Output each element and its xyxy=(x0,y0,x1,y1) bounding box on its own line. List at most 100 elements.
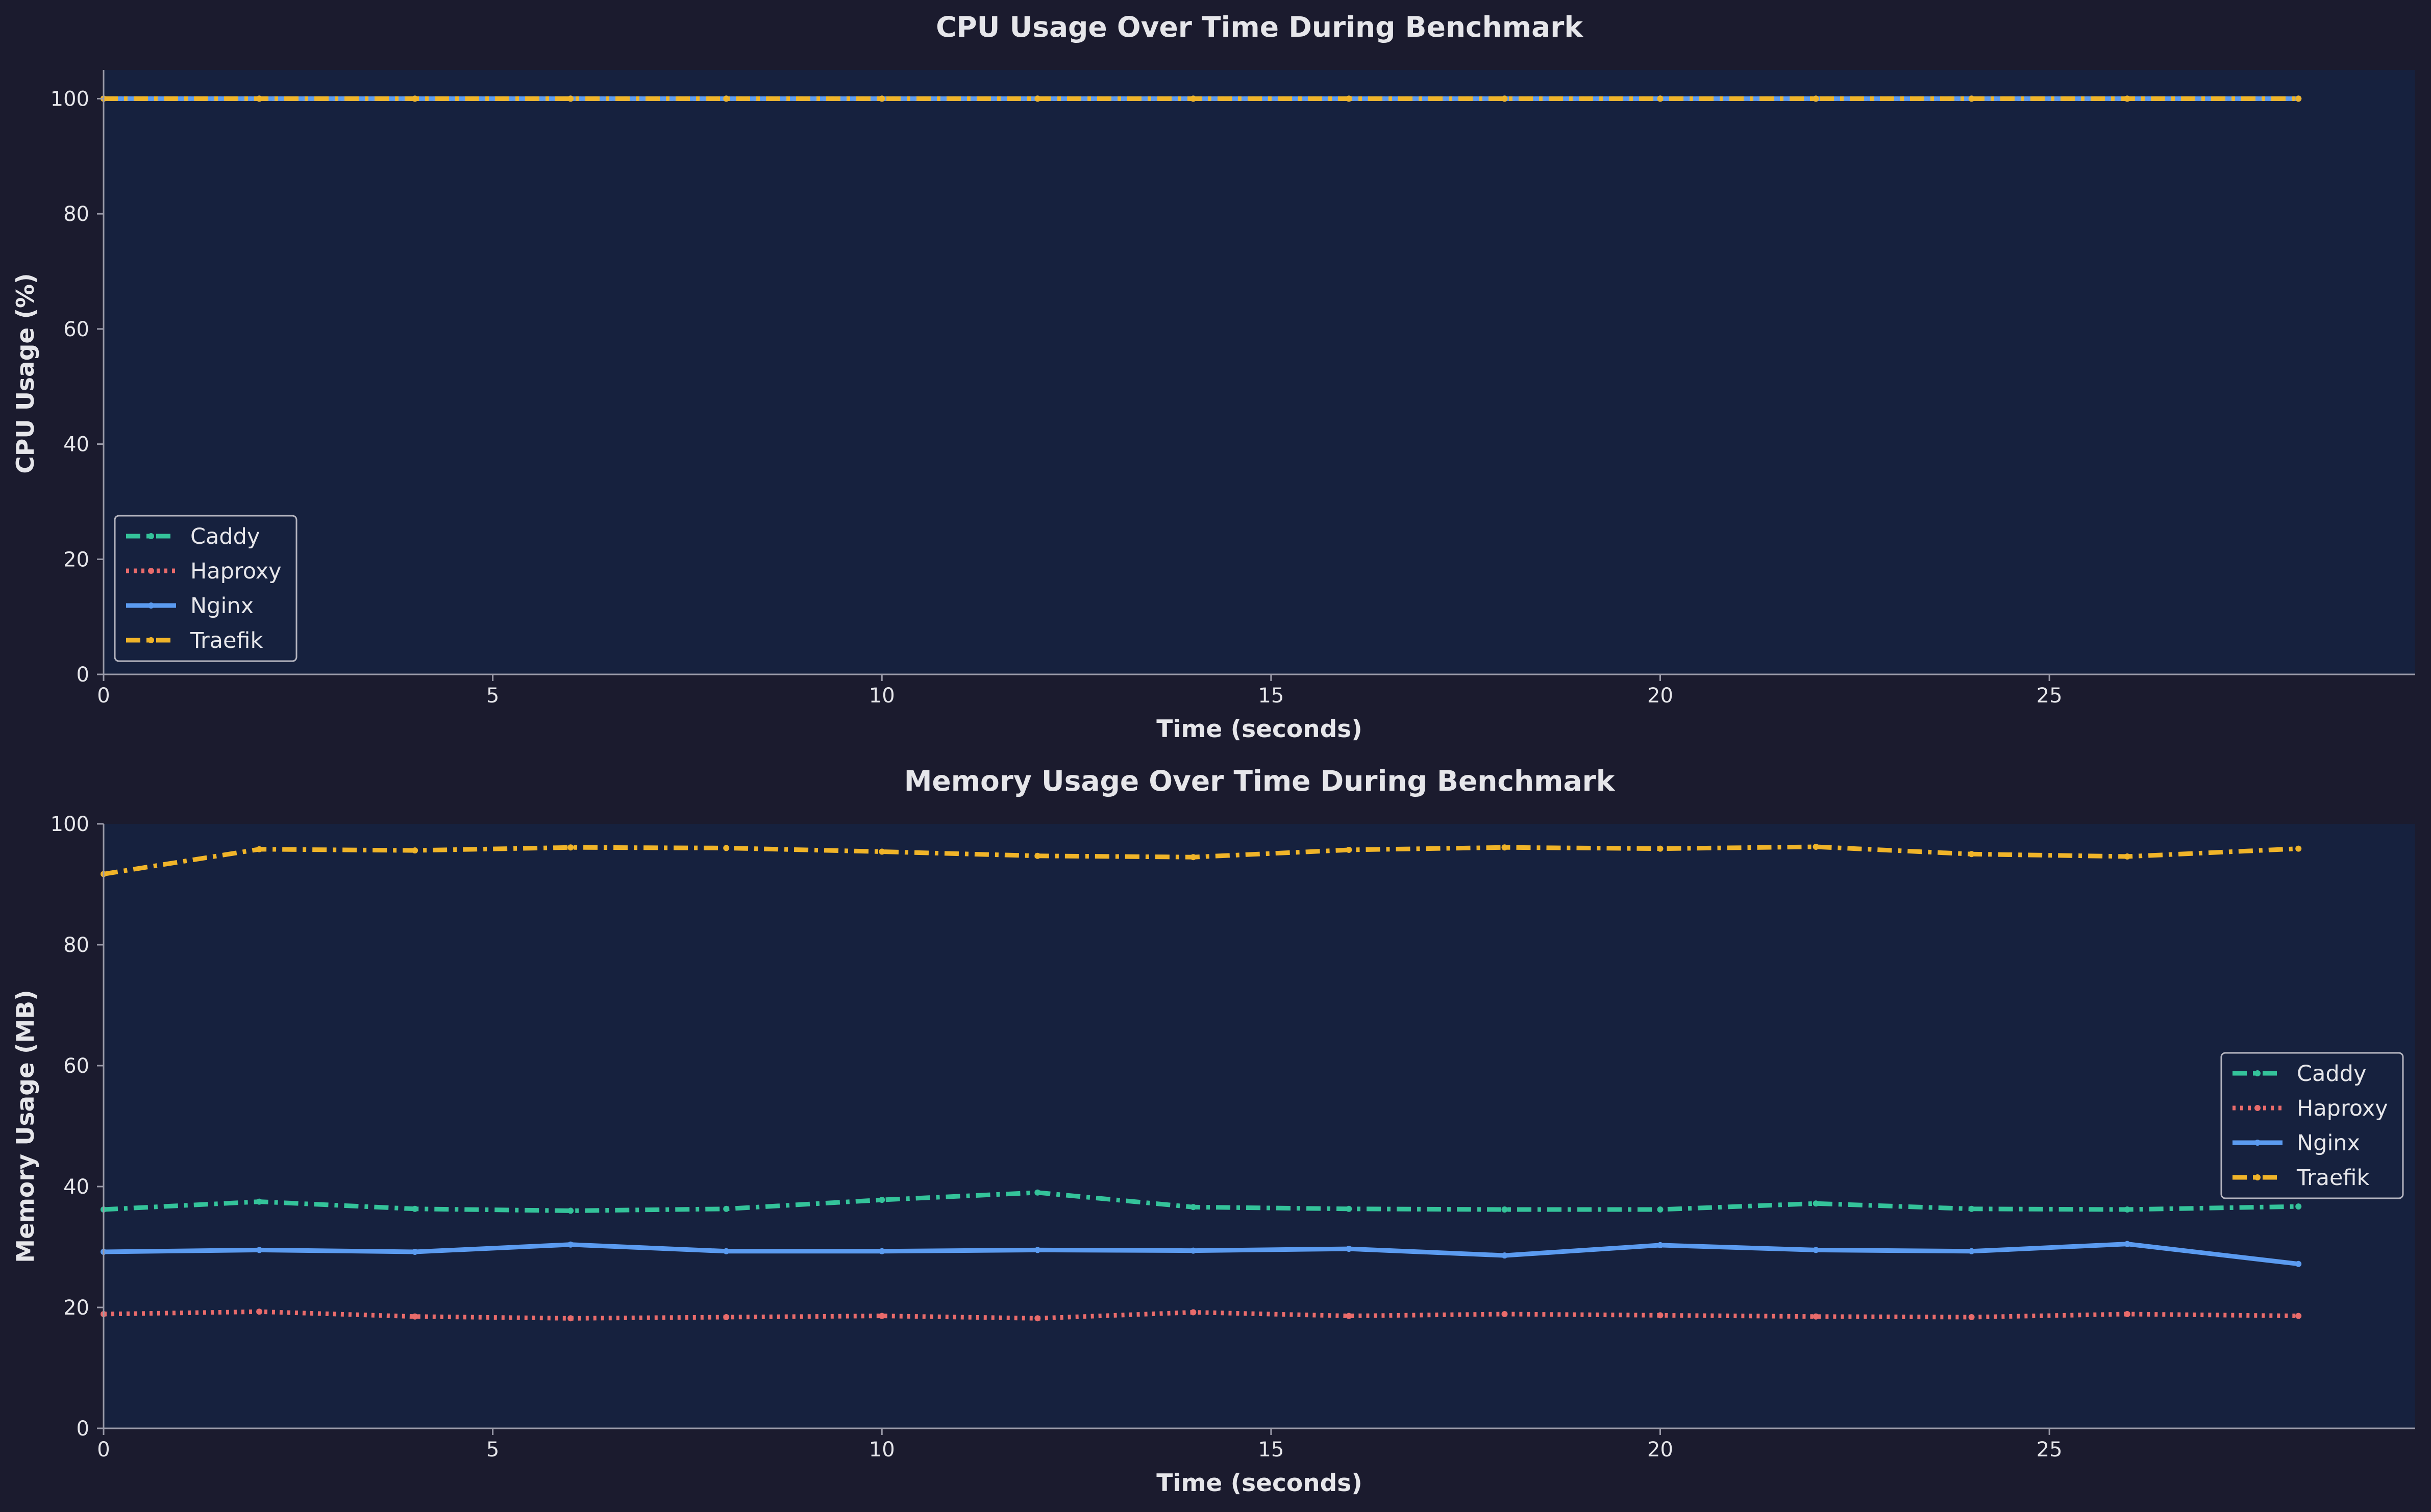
memory-point-nginx xyxy=(567,1241,574,1248)
memory-point-traefik xyxy=(2295,845,2302,852)
cpu-x-tick-label: 0 xyxy=(97,684,110,708)
cpu-x-tick-label: 25 xyxy=(2037,684,2063,708)
memory-point-haproxy xyxy=(879,1313,885,1319)
memory-y-axis-label: Memory Usage (MB) xyxy=(12,990,40,1263)
memory-point-nginx xyxy=(256,1247,263,1253)
memory-point-nginx xyxy=(723,1248,730,1254)
memory-legend-marker-traefik xyxy=(2254,1174,2261,1180)
memory-point-traefik xyxy=(723,845,730,851)
cpu-legend-marker-caddy xyxy=(148,533,154,539)
cpu-x-tick-label: 10 xyxy=(869,684,895,708)
memory-point-nginx xyxy=(1034,1247,1041,1253)
memory-axes: 0 5 10 15 20 25 0 20 40 60 80 100 xyxy=(51,813,2415,1461)
cpu-point-traefik xyxy=(879,95,885,102)
cpu-point-traefik xyxy=(256,95,263,102)
memory-point-caddy xyxy=(723,1205,730,1212)
memory-point-traefik xyxy=(256,846,263,852)
memory-point-traefik xyxy=(879,848,885,855)
cpu-plot-area xyxy=(104,70,2415,674)
memory-point-haproxy xyxy=(1501,1311,1508,1317)
memory-point-traefik xyxy=(1346,847,1352,853)
cpu-y-axis-label: CPU Usage (%) xyxy=(12,273,40,473)
memory-x-tick-label: 5 xyxy=(486,1438,499,1461)
cpu-point-traefik xyxy=(1190,95,1197,102)
cpu-chart: CPU Usage Over Time During Benchmark 0 5 1… xyxy=(12,11,2415,743)
memory-point-traefik xyxy=(1657,845,1664,852)
memory-point-haproxy xyxy=(1968,1314,1975,1320)
memory-series-layer xyxy=(101,844,2302,1322)
memory-chart: Memory Usage Over Time During Benchmark … xyxy=(12,765,2415,1497)
cpu-series-layer xyxy=(101,95,2302,102)
memory-point-caddy xyxy=(1346,1205,1352,1212)
memory-legend-marker-haproxy xyxy=(2254,1105,2261,1111)
memory-point-nginx xyxy=(1813,1247,1819,1253)
memory-y-tick-label: 40 xyxy=(63,1175,89,1199)
memory-point-caddy xyxy=(1657,1206,1664,1213)
memory-point-nginx xyxy=(879,1248,885,1254)
memory-point-nginx xyxy=(1657,1242,1664,1248)
memory-point-haproxy xyxy=(567,1315,574,1322)
memory-point-caddy xyxy=(2295,1203,2302,1210)
memory-legend-marker-nginx xyxy=(2254,1140,2261,1146)
cpu-legend-marker-traefik xyxy=(148,637,154,643)
memory-point-nginx xyxy=(1501,1252,1508,1259)
memory-point-traefik xyxy=(1968,851,1975,858)
memory-point-haproxy xyxy=(1346,1313,1352,1319)
memory-plot-area xyxy=(104,824,2415,1428)
memory-y-tick-label: 100 xyxy=(51,813,89,836)
memory-point-caddy xyxy=(1190,1204,1197,1211)
memory-point-haproxy xyxy=(2124,1311,2130,1317)
memory-point-caddy xyxy=(256,1198,263,1205)
memory-point-nginx xyxy=(1968,1248,1975,1254)
memory-legend-label-traefik: Traefik xyxy=(2296,1165,2370,1191)
memory-point-nginx xyxy=(2124,1241,2130,1247)
memory-point-caddy xyxy=(567,1207,574,1214)
cpu-point-traefik xyxy=(1968,95,1975,102)
cpu-x-axis-label: Time (seconds) xyxy=(1156,715,1362,743)
memory-point-nginx xyxy=(2295,1261,2302,1267)
memory-x-tick-label: 0 xyxy=(97,1438,110,1461)
memory-legend-label-caddy: Caddy xyxy=(2297,1061,2366,1087)
cpu-legend-label-nginx: Nginx xyxy=(190,593,254,619)
memory-point-caddy xyxy=(1034,1189,1041,1196)
memory-point-nginx xyxy=(1190,1247,1197,1254)
memory-chart-title: Memory Usage Over Time During Benchmark xyxy=(904,765,1616,797)
memory-point-nginx xyxy=(1346,1246,1352,1252)
memory-point-haproxy xyxy=(1034,1315,1041,1322)
memory-y-tick-label: 20 xyxy=(63,1296,89,1320)
cpu-y-tick-label: 80 xyxy=(63,203,89,226)
memory-legend-box xyxy=(2220,1052,2404,1199)
cpu-x-tick-label: 15 xyxy=(1258,684,1284,708)
memory-point-haproxy xyxy=(256,1308,263,1315)
cpu-point-traefik xyxy=(1657,95,1664,102)
memory-x-tick-label: 15 xyxy=(1258,1438,1284,1461)
memory-y-tick-label: 0 xyxy=(77,1417,89,1441)
cpu-legend-label-traefik: Traefik xyxy=(190,628,263,653)
cpu-point-traefik xyxy=(1346,95,1352,102)
memory-point-traefik xyxy=(2124,853,2130,860)
cpu-y-tick-label: 40 xyxy=(63,433,89,457)
memory-point-traefik xyxy=(567,844,574,851)
cpu-point-traefik xyxy=(1501,95,1508,102)
cpu-point-traefik xyxy=(1034,95,1041,102)
cpu-legend-label-haproxy: Haproxy xyxy=(190,559,282,584)
memory-point-caddy xyxy=(1968,1205,1975,1212)
memory-point-traefik xyxy=(412,847,418,854)
memory-point-nginx xyxy=(412,1249,418,1255)
memory-point-haproxy xyxy=(2295,1313,2302,1319)
cpu-point-traefik xyxy=(2124,95,2130,102)
cpu-y-tick-label: 0 xyxy=(77,663,89,687)
cpu-axes: 0 5 10 15 20 25 0 20 40 60 80 100 xyxy=(51,70,2415,708)
memory-legend-label-nginx: Nginx xyxy=(2297,1130,2360,1156)
memory-point-haproxy xyxy=(1813,1313,1819,1320)
cpu-legend-box xyxy=(114,515,297,662)
memory-point-caddy xyxy=(879,1197,885,1203)
cpu-legend-label-caddy: Caddy xyxy=(190,524,260,549)
memory-x-axis-label: Time (seconds) xyxy=(1156,1469,1362,1497)
cpu-y-tick-label: 100 xyxy=(51,87,89,111)
memory-point-caddy xyxy=(1813,1200,1819,1207)
memory-point-traefik xyxy=(1190,854,1197,861)
cpu-legend-marker-nginx xyxy=(148,602,154,609)
memory-x-tick-label: 10 xyxy=(869,1438,895,1461)
cpu-y-tick-label: 20 xyxy=(63,548,89,571)
